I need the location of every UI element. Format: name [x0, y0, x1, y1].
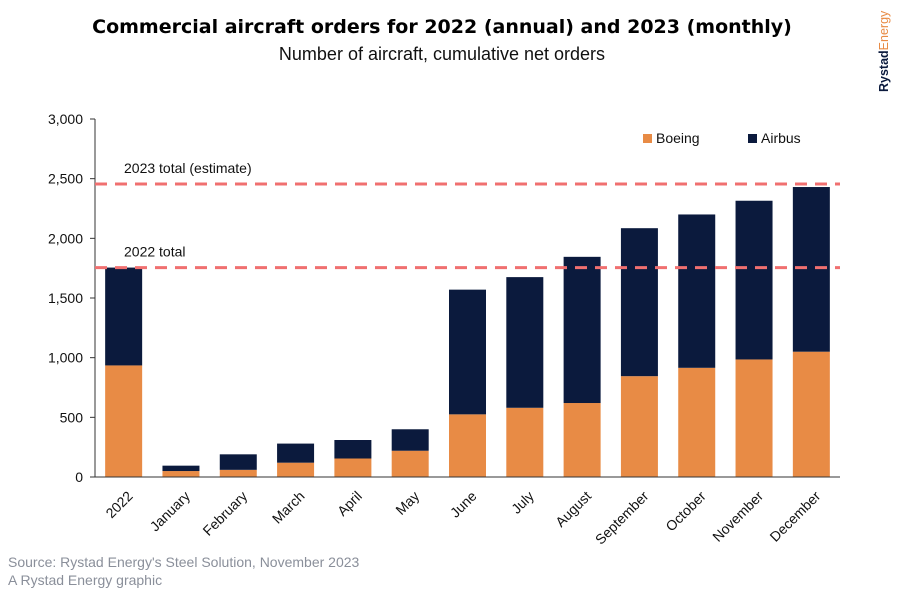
y-tick-label: 3,000	[48, 111, 83, 127]
bar-boeing	[334, 458, 372, 477]
x-tick-label: February	[199, 488, 250, 539]
y-tick-label: 0	[75, 469, 83, 485]
x-tick-label: 2022	[102, 488, 135, 521]
bar-airbus	[219, 454, 257, 470]
bar-boeing	[277, 462, 315, 477]
bar-airbus	[678, 214, 716, 368]
x-tick-label: July	[508, 488, 537, 517]
y-tick-label: 2,500	[48, 171, 83, 187]
bar-airbus	[162, 465, 200, 472]
bar-airbus	[277, 443, 315, 463]
bar-boeing	[563, 403, 601, 477]
reference-line-label: 2022 total	[124, 244, 186, 260]
x-tick-label: April	[334, 488, 365, 519]
x-tick-label: September	[592, 488, 652, 548]
bar-boeing	[792, 351, 830, 477]
bar-airbus	[735, 200, 773, 360]
bar-boeing	[620, 376, 658, 477]
y-tick-label: 2,000	[48, 230, 83, 246]
x-tick-label: January	[147, 488, 194, 535]
bar-boeing	[678, 367, 716, 477]
x-tick-label: August	[552, 488, 594, 530]
bar-airbus	[792, 187, 830, 352]
credit-note: A Rystad Energy graphic	[8, 572, 163, 588]
x-tick-label: October	[662, 488, 709, 535]
bar-boeing	[162, 471, 200, 477]
bar-boeing	[506, 407, 544, 477]
x-tick-label: March	[269, 488, 308, 527]
x-tick-label: November	[709, 488, 766, 545]
bar-boeing	[449, 414, 486, 477]
chart-subtitle: Number of aircraft, cumulative net order…	[278, 44, 606, 64]
bar-boeing	[391, 450, 429, 477]
reference-line-label: 2023 total (estimate)	[124, 160, 252, 176]
x-tick-label: December	[766, 488, 823, 545]
y-tick-label: 500	[60, 409, 84, 425]
legend-label-airbus: Airbus	[761, 130, 801, 146]
source-note: Source: Rystad Energy's Steel Solution, …	[8, 554, 360, 570]
legend-label-boeing: Boeing	[656, 130, 700, 146]
x-tick-label: May	[392, 488, 422, 518]
bar-airbus	[620, 228, 658, 377]
chart-title: Commercial aircraft orders for 2022 (ann…	[92, 16, 792, 38]
legend-swatch-boeing	[643, 134, 652, 143]
bar-airbus	[449, 289, 486, 415]
y-tick-label: 1,000	[48, 350, 83, 366]
x-tick-label: June	[447, 488, 480, 521]
y-tick-label: 1,500	[48, 290, 83, 306]
legend-swatch-airbus	[748, 134, 757, 143]
bar-airbus	[506, 277, 544, 408]
bar-airbus	[563, 256, 601, 404]
bar-airbus	[105, 267, 143, 366]
bar-boeing	[219, 469, 257, 477]
bar-airbus	[334, 440, 372, 459]
bar-boeing	[105, 365, 143, 477]
bar-boeing	[735, 359, 773, 477]
bar-airbus	[391, 429, 429, 451]
